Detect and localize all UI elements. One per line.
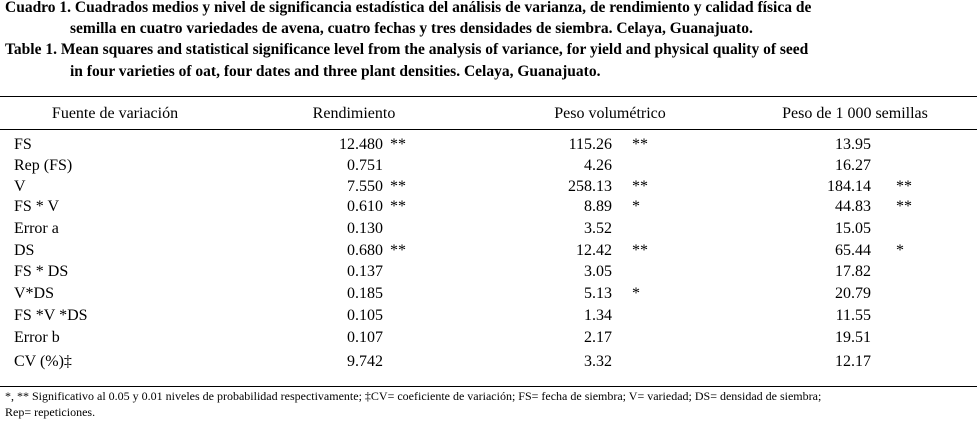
value-cell: 0.610 — [347, 198, 383, 215]
value-cell: 3.52 — [584, 220, 612, 237]
value-cell: 3.32 — [584, 353, 612, 370]
significance-cell: ** — [390, 198, 406, 215]
value-cell: 20.79 — [835, 285, 871, 302]
row-label: Error b — [14, 329, 60, 346]
column-header: Fuente de variación — [51, 105, 179, 122]
value-cell: 258.13 — [568, 178, 612, 195]
significance-cell: ** — [390, 178, 406, 195]
value-cell: 8.89 — [584, 198, 612, 215]
column-header: Peso volumétrico — [554, 105, 666, 122]
row-label: FS *V *DS — [14, 307, 88, 324]
value-cell: 0.680 — [347, 242, 383, 259]
significance-cell: ** — [390, 136, 406, 153]
value-cell: 115.26 — [568, 136, 612, 153]
column-header: Peso de 1 000 semillas — [782, 105, 928, 122]
row-label: V — [14, 178, 26, 195]
significance-cell: ** — [632, 136, 648, 153]
value-cell: 0.751 — [347, 157, 383, 174]
row-label: FS * DS — [14, 263, 69, 280]
value-cell: 12.42 — [576, 242, 612, 259]
footnote: *, ** Significativo al 0.05 y 0.01 nivel… — [5, 389, 822, 403]
value-cell: 0.130 — [347, 220, 383, 237]
row-label: CV (%)‡ — [14, 353, 72, 370]
caption-en: in four varieties of oat, four dates and… — [70, 63, 601, 80]
row-label: Rep (FS) — [14, 157, 73, 174]
value-cell: 0.107 — [347, 329, 383, 346]
significance-cell: * — [632, 285, 640, 302]
bottom-rule — [0, 386, 977, 387]
value-cell: 12.480 — [339, 136, 383, 153]
value-cell: 184.14 — [827, 178, 871, 195]
value-cell: 13.95 — [835, 136, 871, 153]
value-cell: 12.17 — [835, 353, 871, 370]
value-cell: 5.13 — [584, 285, 612, 302]
value-cell: 65.44 — [835, 242, 871, 259]
value-cell: 1.34 — [584, 307, 612, 324]
value-cell: 15.05 — [835, 220, 871, 237]
row-label: FS * V — [14, 198, 60, 215]
row-label: Error a — [14, 220, 59, 237]
value-cell: 0.105 — [347, 307, 383, 324]
column-header: Rendimiento — [312, 105, 396, 122]
value-cell: 0.185 — [347, 285, 383, 302]
significance-cell: * — [632, 198, 640, 215]
caption-es: semilla en cuatro variedades de avena, c… — [70, 20, 753, 37]
header-rule — [0, 129, 977, 130]
caption-es: Cuadro 1. Cuadrados medios y nivel de si… — [5, 0, 812, 16]
value-cell: 44.83 — [835, 198, 871, 215]
significance-cell: ** — [896, 198, 912, 215]
footnote: Rep= repeticiones. — [5, 405, 96, 419]
top-rule — [0, 96, 977, 97]
value-cell: 17.82 — [835, 263, 871, 280]
value-cell: 16.27 — [835, 157, 871, 174]
value-cell: 2.17 — [584, 329, 612, 346]
significance-cell: ** — [390, 242, 406, 259]
value-cell: 19.51 — [835, 329, 871, 346]
significance-cell: ** — [896, 178, 912, 195]
value-cell: 0.137 — [347, 263, 383, 280]
significance-cell: * — [896, 242, 904, 259]
value-cell: 9.742 — [347, 353, 383, 370]
row-label: FS — [14, 136, 32, 153]
value-cell: 11.55 — [835, 307, 871, 324]
row-label: V*DS — [14, 285, 55, 302]
value-cell: 7.550 — [347, 178, 383, 195]
value-cell: 4.26 — [584, 157, 612, 174]
significance-cell: ** — [632, 242, 648, 259]
caption-en: Table 1. Mean squares and statistical si… — [5, 41, 809, 58]
row-label: DS — [14, 242, 35, 259]
value-cell: 3.05 — [584, 263, 612, 280]
significance-cell: ** — [632, 178, 648, 195]
